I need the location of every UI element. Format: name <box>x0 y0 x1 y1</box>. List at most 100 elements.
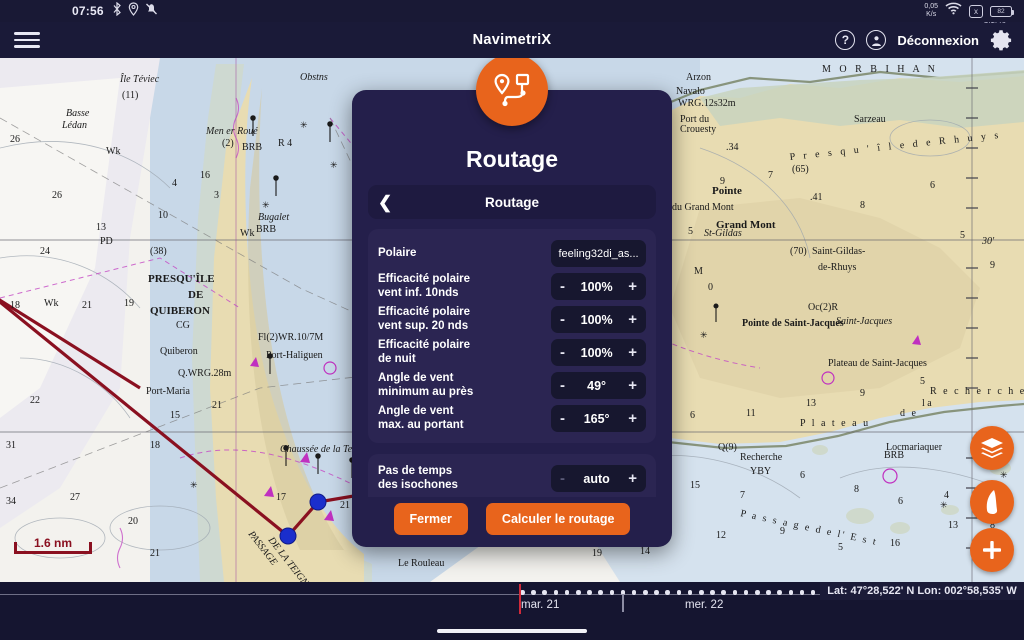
svg-text:15: 15 <box>170 410 180 421</box>
sail-icon <box>984 489 1000 515</box>
svg-text:✳: ✳ <box>1000 470 1008 480</box>
timeline-dot[interactable] <box>687 590 693 595</box>
stepper-value: auto <box>583 471 610 486</box>
polar-select[interactable]: feeling32di_as... <box>551 240 646 267</box>
stepper-increment[interactable]: + <box>628 410 637 427</box>
hamburger-icon[interactable] <box>14 30 40 50</box>
svg-text:Wk: Wk <box>44 298 58 309</box>
timeline-dot[interactable] <box>553 590 559 595</box>
svg-text:Locmariaquer: Locmariaquer <box>886 442 943 453</box>
boat-button[interactable] <box>970 480 1014 524</box>
svg-text:(70): (70) <box>790 246 807 257</box>
timeline-dot[interactable] <box>620 590 626 595</box>
timeline-dot[interactable] <box>665 590 671 595</box>
layers-button[interactable] <box>970 426 1014 470</box>
stepper-decrement[interactable]: - <box>560 470 565 487</box>
svg-text:5: 5 <box>960 230 965 241</box>
stepper-increment[interactable]: + <box>628 311 637 328</box>
timeline-dot[interactable] <box>743 590 749 595</box>
battery-icon: 82 <box>990 5 1014 17</box>
timeline-dot[interactable] <box>799 590 805 595</box>
timeline-dot[interactable] <box>777 590 782 595</box>
timeline-dot[interactable] <box>721 590 726 595</box>
settings-row: Efficacité polaire vent inf. 10nds -100% + <box>378 270 646 303</box>
svg-text:5: 5 <box>838 542 843 553</box>
stepper-control: - 49° + <box>551 372 646 399</box>
svg-text:✳: ✳ <box>300 120 308 130</box>
close-button[interactable]: Fermer <box>393 503 468 535</box>
help-icon[interactable]: ? <box>835 30 856 50</box>
timeline-dot[interactable] <box>609 590 615 595</box>
timeline-dot[interactable] <box>732 590 738 595</box>
setting-label: Angle de vent max. au portant <box>378 405 464 431</box>
svg-text:du Grand Mont: du Grand Mont <box>672 202 734 213</box>
gear-icon[interactable] <box>990 29 1012 51</box>
svg-text:26: 26 <box>52 190 62 201</box>
chevron-left-icon[interactable]: ❮ <box>378 192 393 212</box>
svg-text:Navalo: Navalo <box>676 86 705 97</box>
stepper-decrement[interactable]: - <box>560 410 565 427</box>
modal-nav-title: Routage <box>485 194 539 210</box>
svg-text:22: 22 <box>30 395 40 406</box>
svg-text:Bugalet: Bugalet <box>258 212 289 223</box>
modal-actions: Fermer Calculer le routage <box>362 503 662 535</box>
timeline-dot[interactable] <box>531 590 536 595</box>
layers-icon <box>980 437 1004 459</box>
account-icon[interactable] <box>866 30 887 50</box>
stepper-increment[interactable]: + <box>628 470 637 487</box>
timeline-dot[interactable] <box>699 590 704 595</box>
stepper-decrement[interactable]: - <box>560 377 565 394</box>
stepper-decrement[interactable]: - <box>560 344 565 361</box>
stepper-increment[interactable]: + <box>628 344 637 361</box>
svg-text:Grand Mont: Grand Mont <box>716 219 776 231</box>
stepper-value: 100% <box>580 345 613 360</box>
svg-text:6: 6 <box>898 496 903 507</box>
logout-button[interactable]: Déconnexion <box>897 32 979 48</box>
svg-text:16: 16 <box>890 538 900 549</box>
svg-text:(11): (11) <box>122 90 138 101</box>
timeline-dot[interactable] <box>754 590 760 595</box>
stepper-decrement[interactable]: - <box>560 311 565 328</box>
status-right-icons: 0,05 K/s x 82 <box>924 2 1014 20</box>
timeline-dot[interactable] <box>598 590 603 595</box>
nautical-chart[interactable]: 30' <box>0 58 1024 582</box>
svg-text:Pointe: Pointe <box>712 185 742 197</box>
plus-icon <box>981 539 1003 561</box>
timeline-current-marker[interactable] <box>519 584 521 614</box>
timeline-dot[interactable] <box>587 590 592 595</box>
svg-text:18: 18 <box>10 300 20 311</box>
timeline-dot[interactable] <box>575 590 581 595</box>
stepper-increment[interactable]: + <box>628 377 637 394</box>
svg-text:24: 24 <box>40 246 50 257</box>
svg-text:Basse: Basse <box>66 108 90 119</box>
add-button[interactable] <box>970 528 1014 572</box>
notifications-off-icon <box>145 2 158 21</box>
timeline-dot[interactable] <box>542 590 547 595</box>
svg-text:✳: ✳ <box>262 200 270 210</box>
svg-text:31: 31 <box>6 440 16 451</box>
svg-text:Fl(2)WR.10/7M: Fl(2)WR.10/7M <box>258 332 323 343</box>
svg-text:Pointe de Saint-Jacques: Pointe de Saint-Jacques <box>742 318 844 329</box>
timeline-dot[interactable] <box>766 590 771 595</box>
timeline-dot[interactable] <box>631 590 637 595</box>
timeline-dot[interactable] <box>564 590 570 595</box>
svg-text:l a: l a <box>922 398 932 409</box>
home-indicator[interactable] <box>437 629 587 633</box>
svg-text:13: 13 <box>948 520 958 531</box>
timeline-dot[interactable] <box>676 590 682 595</box>
svg-text:Obstns: Obstns <box>300 72 328 83</box>
svg-text:0: 0 <box>708 282 713 293</box>
timeline-dot[interactable] <box>520 590 525 595</box>
timeline-dot[interactable] <box>788 590 794 595</box>
timeline-dot[interactable] <box>643 590 648 595</box>
compute-route-button[interactable]: Calculer le routage <box>485 503 631 535</box>
timeline-dot[interactable] <box>710 590 715 595</box>
stepper-decrement[interactable]: - <box>560 278 565 295</box>
timeline-dot[interactable] <box>654 590 659 595</box>
timeline-label-day2: mer. 22 <box>685 599 724 611</box>
stepper-increment[interactable]: + <box>628 278 637 295</box>
svg-text:10: 10 <box>158 210 168 221</box>
settings-scroll-area[interactable]: Polaire feeling32di_as... Efficacité polai… <box>368 229 656 497</box>
timeline-dot[interactable] <box>810 590 816 595</box>
svg-text:Saint-Gildas-: Saint-Gildas- <box>812 246 865 257</box>
